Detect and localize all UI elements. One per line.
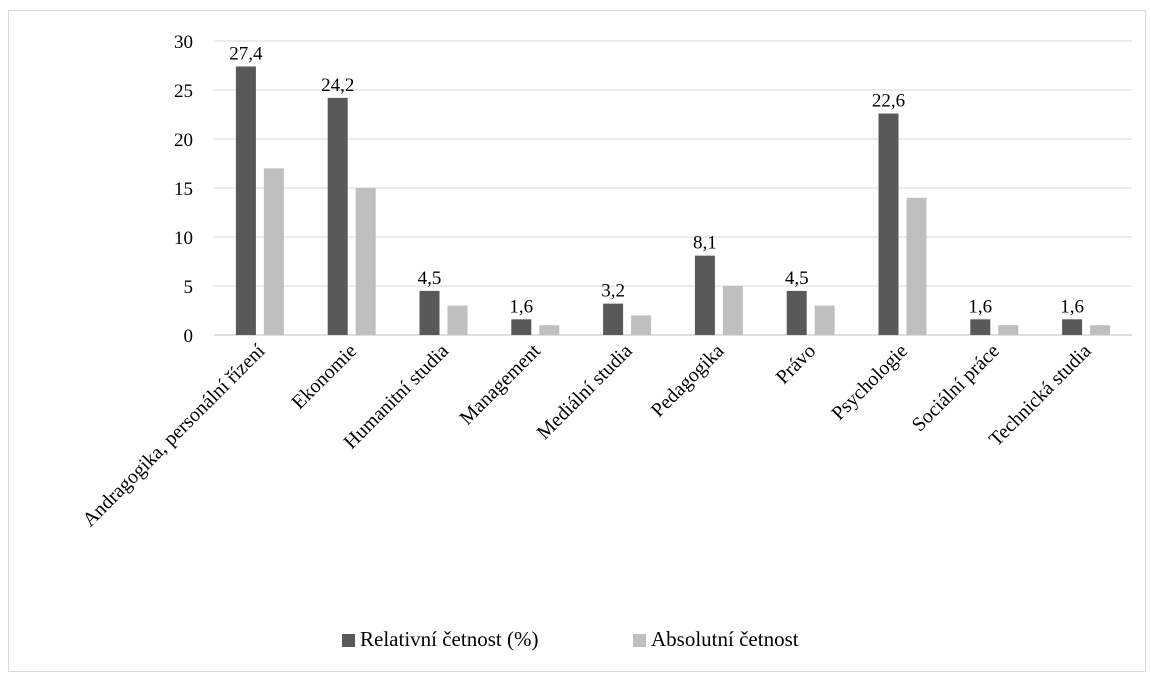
data-labels: 27,4 24,2 4,5 1,6 3,2 8,1 4,5 22,6 1,6 1,6 [229, 43, 1084, 317]
legend: Relativní četnost (%) Absolutní četnost [342, 627, 799, 651]
data-label: 4,5 [785, 268, 809, 289]
bar-relative [694, 255, 715, 335]
category-label: Právo [772, 340, 821, 389]
bar-absolute [906, 197, 927, 335]
legend-swatch [342, 634, 355, 647]
bar-relative [603, 303, 624, 335]
category-label: Andragogika, personální řízení [78, 340, 269, 531]
data-label: 3,2 [601, 281, 625, 302]
bar-absolute [722, 286, 743, 335]
data-label: 27,4 [229, 43, 263, 64]
bar-relative [1062, 319, 1083, 335]
legend-swatch [633, 634, 646, 647]
y-axis-ticks: 0 5 10 15 20 25 30 [174, 32, 193, 347]
category-label: Ekonomie [288, 340, 362, 414]
bar-absolute [263, 168, 284, 335]
bar-absolute [447, 305, 468, 335]
data-label: 1,6 [968, 296, 992, 317]
y-tick-label: 10 [174, 228, 193, 249]
legend-label: Absolutní četnost [651, 627, 799, 651]
category-label: Psychologie [827, 340, 912, 425]
bars [235, 66, 1111, 336]
legend-label: Relativní četnost (%) [360, 627, 538, 651]
category-label: Management [455, 340, 545, 430]
y-tick-label: 15 [174, 179, 193, 200]
bar-absolute [1090, 325, 1111, 335]
bar-absolute [998, 325, 1019, 335]
data-label: 4,5 [418, 268, 442, 289]
x-axis-categories: Andragogika, personální řízení EkonomieHu… [78, 340, 1095, 531]
y-tick-label: 25 [174, 81, 193, 102]
chart-frame [8, 10, 1146, 672]
bar-absolute [631, 315, 652, 335]
bar-relative [878, 113, 899, 336]
bar-absolute [355, 188, 376, 335]
data-label: 1,6 [509, 296, 533, 317]
data-label: 22,6 [872, 91, 905, 112]
category-label: Mediální studia [533, 340, 637, 444]
bar-relative [511, 319, 532, 335]
y-tick-label: 30 [174, 32, 193, 53]
data-label: 1,6 [1060, 296, 1084, 317]
bar-relative [419, 290, 440, 335]
bar-relative [235, 66, 256, 335]
y-tick-label: 0 [184, 326, 194, 347]
category-label: Pedagogika [647, 340, 729, 422]
data-label: 8,1 [693, 233, 717, 254]
bar-relative [327, 97, 348, 335]
data-label: 24,2 [321, 75, 354, 96]
bar-relative [786, 290, 807, 335]
bar-relative [970, 319, 991, 335]
y-tick-label: 20 [174, 130, 193, 151]
bar-absolute [539, 325, 560, 335]
y-tick-label: 5 [184, 277, 194, 298]
bar-absolute [814, 305, 835, 335]
category-label: Sociální práce [908, 340, 1004, 436]
